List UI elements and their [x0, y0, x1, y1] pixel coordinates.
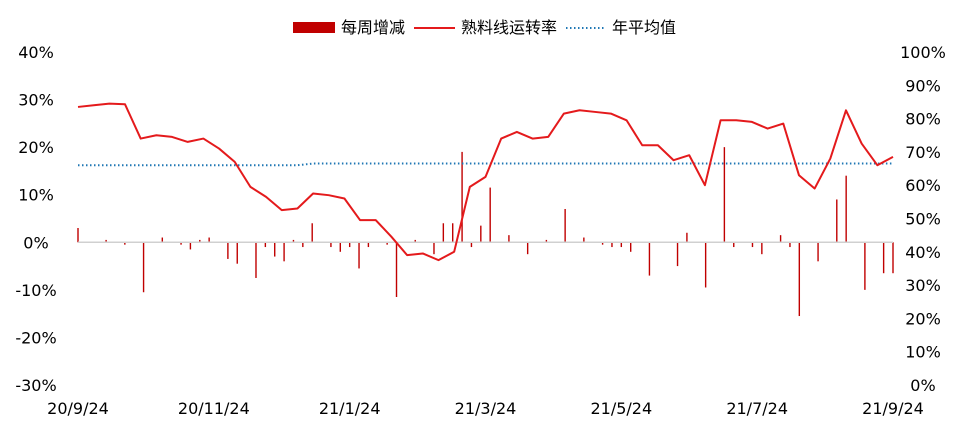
right-axis-tick-label: 100% — [900, 43, 946, 62]
weekly-change-bar — [199, 239, 201, 243]
x-axis-ticks: 20/9/24 20/11/24 21/1/24 21/3/24 21/5/24 21/7… — [47, 399, 924, 418]
x-axis-tick-label: 21/9/24 — [862, 399, 924, 418]
weekly-change-bar — [452, 223, 454, 243]
weekly-change-bar — [255, 242, 257, 278]
annual-average-line — [78, 162, 893, 167]
clinker-utilization-line — [77, 102, 894, 262]
weekly-change-bar — [601, 242, 604, 245]
weekly-change-bar — [433, 242, 435, 255]
weekly-change-bar — [142, 242, 145, 293]
weekly-change-bar — [733, 242, 735, 248]
weekly-change-bar — [892, 242, 894, 274]
weekly-change-bar — [836, 199, 838, 243]
weekly-change-bar — [526, 242, 529, 255]
left-axis-tick-label: 0% — [23, 233, 48, 252]
weekly-change-bar — [395, 242, 398, 297]
weekly-change-bar — [686, 232, 688, 243]
weekly-change-bar — [283, 242, 285, 262]
weekly-change-bar — [882, 242, 885, 274]
right-axis-tick-label: 30% — [905, 276, 941, 295]
right-axis-tick-label: 80% — [905, 110, 941, 129]
weekly-change-bar — [461, 151, 463, 243]
left-axis-tick-label: -20% — [15, 328, 56, 347]
weekly-change-bar — [676, 242, 679, 267]
weekly-change-bar — [414, 239, 416, 243]
right-axis-ticks: 100% 90% 80% 70% 60% 50% 40% 30% 20% 10% 0% — [900, 43, 946, 395]
weekly-change-bar — [302, 242, 304, 248]
weekly-change-bar — [611, 242, 613, 248]
weekly-change-bar — [208, 237, 210, 243]
weekly-change-bar — [442, 223, 445, 243]
right-axis-tick-label: 40% — [905, 243, 941, 262]
weekly-change-bar — [124, 242, 126, 245]
weekly-change-bar — [845, 175, 847, 243]
left-axis-tick-label: 40% — [18, 43, 54, 62]
x-axis-tick-label: 21/3/24 — [455, 399, 517, 418]
weekly-change-bar — [723, 147, 726, 243]
left-axis-tick-label: 30% — [18, 91, 54, 110]
weekly-change-bar — [480, 225, 482, 243]
x-axis-tick-label: 21/5/24 — [590, 399, 652, 418]
legend-label-line: 熟料线运转率 — [461, 18, 557, 37]
weekly-change-bar — [367, 242, 370, 248]
weekly-change-bar — [311, 223, 313, 243]
weekly-change-bar — [161, 237, 164, 243]
legend: 每周增减 熟料线运转率 年平均值 — [293, 18, 676, 37]
bar-series-weekly-change — [77, 147, 894, 317]
left-axis-tick-label: -10% — [15, 281, 56, 300]
right-axis-tick-label: 60% — [905, 176, 941, 195]
weekly-change-bar — [630, 242, 632, 252]
weekly-change-bar — [489, 187, 491, 243]
weekly-change-bar — [470, 242, 473, 248]
weekly-change-bar — [564, 208, 566, 243]
legend-label-bar: 每周增减 — [341, 18, 405, 37]
weekly-change-bar — [789, 242, 791, 248]
right-axis-tick-label: 90% — [905, 76, 941, 95]
weekly-change-bar — [180, 242, 182, 245]
left-axis-tick-label: 10% — [18, 186, 54, 205]
weekly-change-bar — [105, 239, 107, 243]
weekly-change-bar — [508, 235, 510, 243]
weekly-change-bar — [620, 242, 623, 248]
right-axis-tick-label: 70% — [905, 143, 941, 162]
legend-swatch-bar — [293, 22, 335, 33]
weekly-change-bar — [189, 242, 192, 250]
weekly-change-bar — [77, 228, 79, 243]
weekly-change-bar — [264, 242, 267, 248]
left-axis-tick-label: 20% — [18, 138, 54, 157]
left-axis-tick-label: -30% — [15, 376, 56, 395]
weekly-change-bar — [339, 242, 341, 252]
right-axis-tick-label: 10% — [905, 343, 941, 362]
weekly-change-bar — [761, 242, 763, 255]
x-axis-tick-label: 21/7/24 — [726, 399, 788, 418]
weekly-change-bar — [348, 242, 351, 248]
weekly-change-bar — [751, 242, 754, 248]
weekly-change-bar — [583, 237, 585, 243]
weekly-change-bar — [779, 235, 782, 243]
weekly-change-bar — [292, 239, 295, 243]
right-axis-tick-label: 50% — [905, 210, 941, 229]
x-axis-tick-label: 21/1/24 — [319, 399, 381, 418]
weekly-change-bar — [545, 239, 548, 243]
weekly-change-bar — [386, 242, 388, 245]
x-axis-tick-label: 20/9/24 — [47, 399, 109, 418]
legend-label-dotted: 年平均值 — [612, 18, 676, 37]
weekly-change-bar — [358, 242, 360, 269]
weekly-change-bar — [236, 242, 238, 264]
weekly-change-bar — [274, 242, 276, 257]
right-axis-tick-label: 0% — [910, 376, 935, 395]
right-axis-tick-label: 20% — [905, 309, 941, 328]
weekly-change-bar — [227, 242, 229, 259]
weekly-change-bar — [648, 242, 651, 276]
weekly-change-bar — [798, 242, 801, 317]
weekly-change-bar — [817, 242, 819, 262]
weekly-change-bar — [330, 242, 332, 248]
line-series-group — [77, 102, 894, 262]
left-axis-ticks: 40% 30% 20% 10% 0% -10% -20% -30% — [15, 43, 56, 395]
weekly-change-bar — [864, 242, 866, 290]
weekly-change-bar — [704, 242, 707, 288]
x-axis-tick-label: 20/11/24 — [178, 399, 250, 418]
